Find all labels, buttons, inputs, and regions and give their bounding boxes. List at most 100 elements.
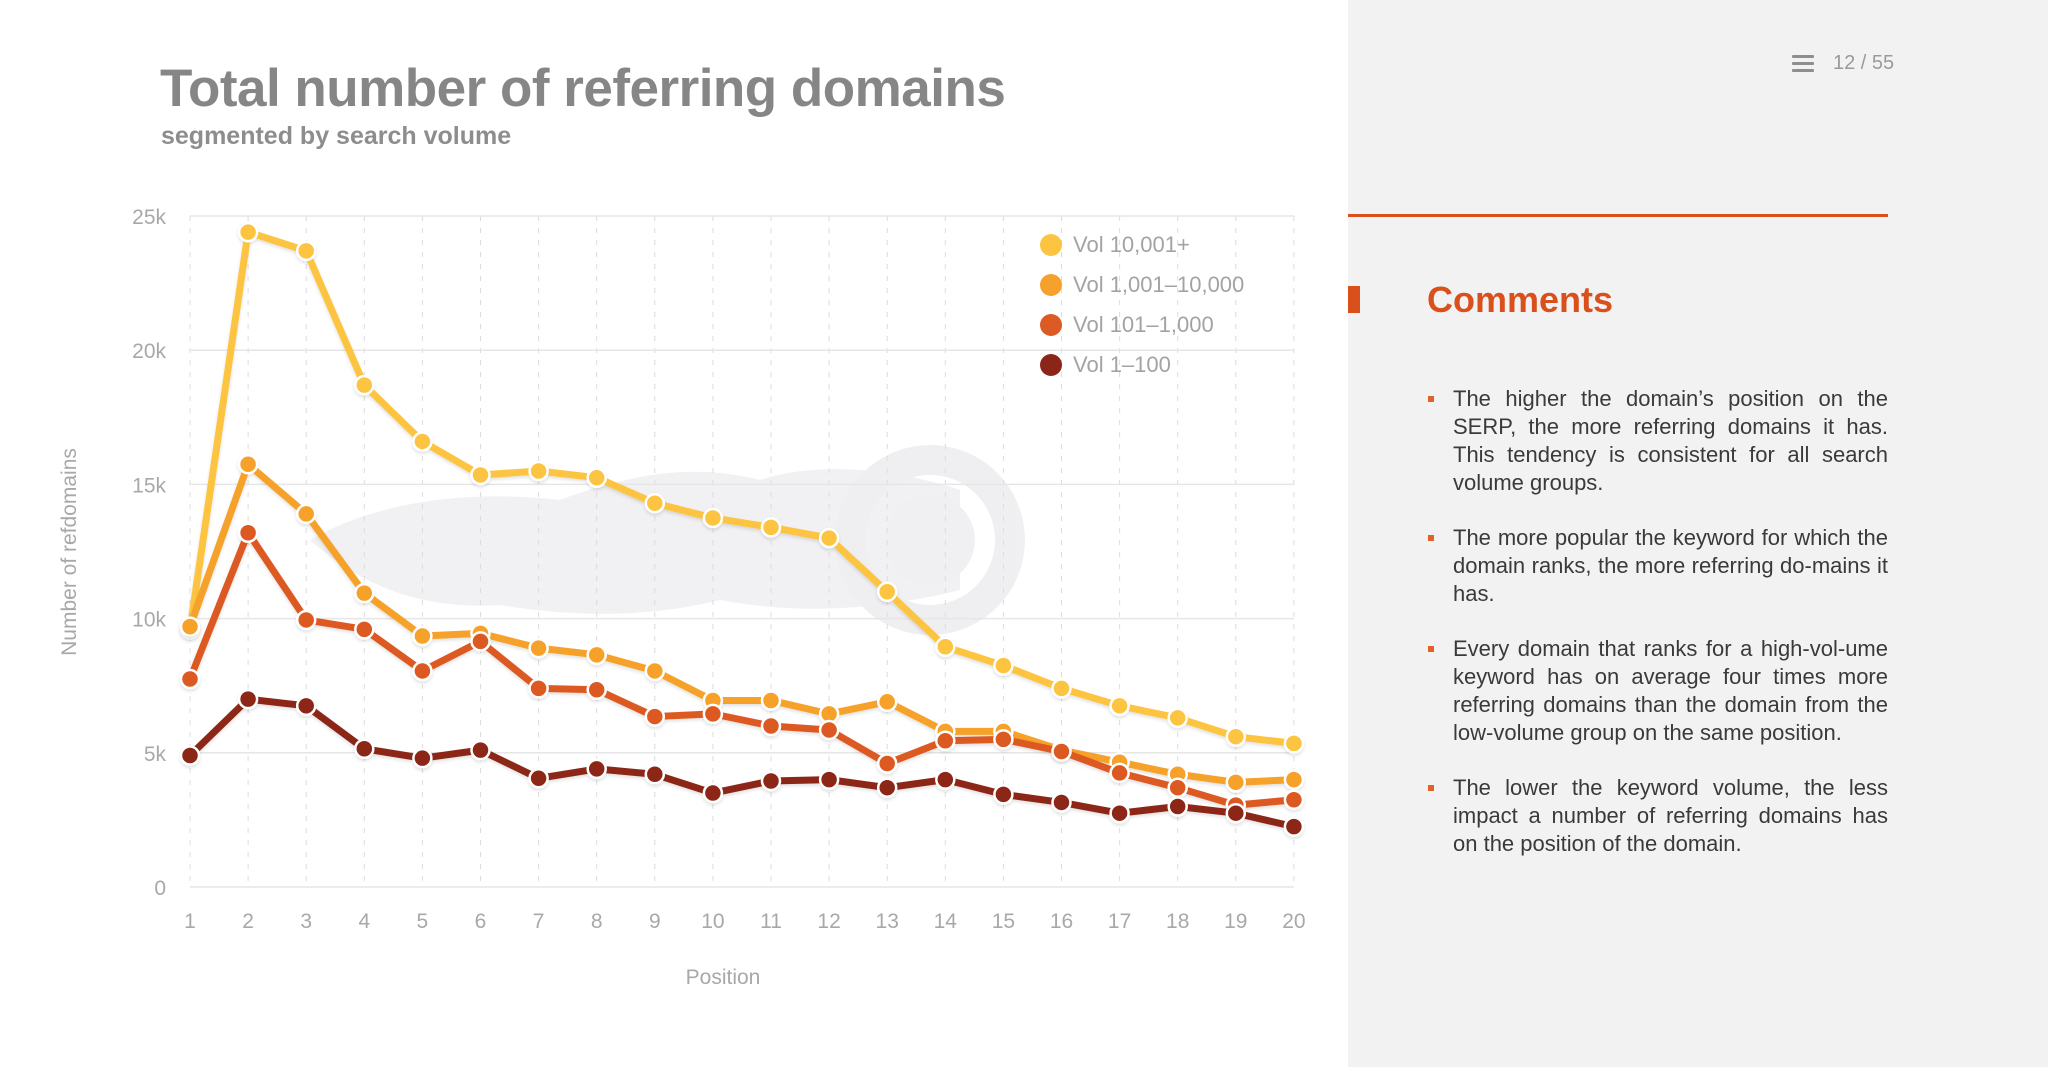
- data-point[interactable]: [412, 747, 433, 769]
- data-point[interactable]: [760, 770, 782, 792]
- data-point[interactable]: [993, 784, 1014, 805]
- legend-item[interactable]: Vol 10,001+: [1040, 225, 1244, 265]
- data-point[interactable]: [993, 729, 1014, 750]
- legend-dot-icon: [1040, 314, 1062, 336]
- data-point[interactable]: [876, 581, 898, 603]
- data-point[interactable]: [586, 758, 607, 780]
- data-point[interactable]: [1225, 726, 1247, 747]
- data-point[interactable]: [1283, 733, 1305, 754]
- data-point[interactable]: [993, 655, 1014, 676]
- data-point[interactable]: [586, 644, 607, 666]
- data-point[interactable]: [295, 503, 317, 525]
- data-point[interactable]: [760, 690, 782, 711]
- data-point[interactable]: [470, 631, 491, 652]
- x-tick-label: 1: [184, 910, 196, 933]
- data-point[interactable]: [818, 769, 840, 790]
- data-point[interactable]: [528, 637, 549, 659]
- data-point[interactable]: [702, 782, 724, 804]
- x-tick-label: 6: [475, 910, 487, 933]
- data-point[interactable]: [760, 715, 782, 737]
- comment-item: The lower the keyword volume, the less i…: [1428, 774, 1888, 858]
- chart-legend: Vol 10,001+ Vol 1,001–10,000 Vol 101–1,000…: [1040, 225, 1244, 385]
- data-point[interactable]: [1109, 802, 1130, 824]
- data-point[interactable]: [702, 507, 724, 529]
- x-tick-label: 19: [1224, 910, 1247, 933]
- data-point[interactable]: [586, 679, 607, 700]
- chart-series: [179, 221, 1305, 837]
- data-point[interactable]: [1167, 796, 1188, 817]
- data-point[interactable]: [1051, 678, 1072, 699]
- hamburger-menu-icon[interactable]: [1792, 54, 1814, 73]
- data-point[interactable]: [528, 768, 549, 789]
- watermark-logo: [310, 445, 1025, 635]
- data-point[interactable]: [1051, 792, 1072, 813]
- series-vol-101-1-000: [179, 522, 1305, 816]
- data-point[interactable]: [1167, 707, 1188, 729]
- data-point[interactable]: [818, 527, 840, 549]
- data-point[interactable]: [644, 660, 666, 682]
- data-point[interactable]: [1283, 769, 1305, 790]
- data-point[interactable]: [295, 609, 317, 631]
- y-tick-label: 0: [154, 877, 166, 900]
- x-tick-label: 5: [417, 910, 429, 933]
- comment-item: The more popular the keyword for which t…: [1428, 524, 1888, 608]
- data-point[interactable]: [528, 460, 549, 482]
- data-point[interactable]: [295, 695, 317, 717]
- data-point[interactable]: [876, 691, 898, 713]
- data-point[interactable]: [412, 431, 433, 452]
- data-point[interactable]: [354, 619, 375, 640]
- data-point[interactable]: [1283, 789, 1305, 811]
- data-point[interactable]: [179, 616, 201, 637]
- comments-pane: [1348, 0, 2048, 1067]
- data-point[interactable]: [179, 745, 201, 766]
- data-point[interactable]: [935, 769, 956, 790]
- data-point[interactable]: [1109, 695, 1130, 717]
- data-point[interactable]: [470, 464, 491, 486]
- data-point[interactable]: [644, 492, 666, 514]
- x-tick-label: 8: [591, 910, 603, 933]
- data-point[interactable]: [1225, 772, 1247, 793]
- data-point[interactable]: [1167, 777, 1188, 798]
- data-point[interactable]: [237, 522, 259, 543]
- data-point[interactable]: [818, 719, 840, 741]
- legend-label: Vol 1,001–10,000: [1073, 272, 1245, 297]
- data-point[interactable]: [354, 582, 375, 604]
- legend-label: Vol 101–1,000: [1073, 312, 1214, 337]
- data-point[interactable]: [1109, 762, 1130, 784]
- data-point[interactable]: [1051, 741, 1072, 762]
- data-point[interactable]: [935, 730, 956, 751]
- page-counter: 12 / 55: [1833, 52, 1895, 74]
- x-tick-label: 18: [1166, 910, 1189, 933]
- x-tick-label: 13: [876, 910, 899, 933]
- data-point[interactable]: [586, 467, 607, 488]
- data-point[interactable]: [470, 739, 491, 761]
- data-point[interactable]: [354, 738, 375, 760]
- data-point[interactable]: [876, 777, 898, 798]
- data-point[interactable]: [237, 221, 259, 243]
- data-point[interactable]: [876, 753, 898, 774]
- legend-item[interactable]: Vol 1,001–10,000: [1040, 265, 1244, 305]
- data-point[interactable]: [528, 678, 549, 699]
- data-point[interactable]: [237, 454, 259, 475]
- data-point[interactable]: [1283, 816, 1305, 837]
- data-point[interactable]: [237, 688, 259, 710]
- x-axis-label: Position: [686, 966, 761, 989]
- legend-item[interactable]: Vol 1–100: [1040, 345, 1244, 385]
- data-point[interactable]: [1225, 802, 1247, 824]
- data-point[interactable]: [644, 764, 666, 785]
- y-tick-label: 25k: [132, 206, 166, 229]
- data-point[interactable]: [354, 374, 375, 396]
- comment-item: The higher the domain’s position on the …: [1428, 385, 1888, 497]
- data-point[interactable]: [179, 668, 201, 690]
- data-point[interactable]: [760, 517, 782, 538]
- data-point[interactable]: [295, 240, 317, 262]
- legend-item[interactable]: Vol 101–1,000: [1040, 305, 1244, 345]
- section-divider: [1348, 214, 1888, 217]
- comments-list: The higher the domain’s position on the …: [1428, 385, 1888, 885]
- x-tick-label: 7: [533, 910, 545, 933]
- data-point[interactable]: [412, 625, 433, 647]
- data-point[interactable]: [935, 636, 956, 658]
- data-point[interactable]: [644, 706, 666, 727]
- data-point[interactable]: [412, 660, 433, 682]
- data-point[interactable]: [702, 703, 724, 725]
